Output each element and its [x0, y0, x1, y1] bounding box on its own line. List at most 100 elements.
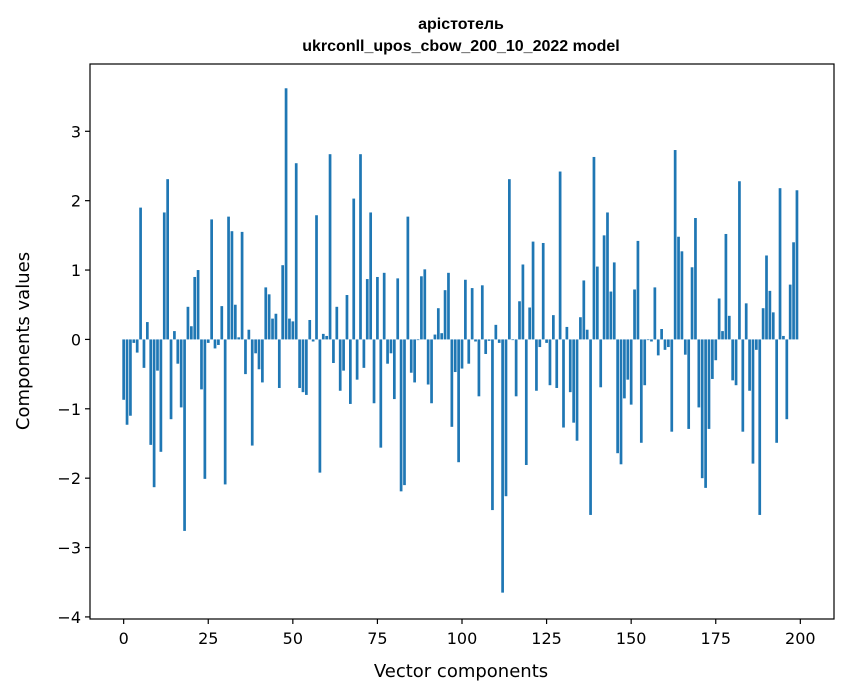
bar	[237, 337, 241, 340]
bar	[257, 339, 261, 370]
bar	[382, 272, 386, 340]
bar	[650, 339, 653, 342]
bar	[609, 291, 613, 340]
bar	[717, 298, 721, 340]
bar	[372, 339, 376, 404]
bar	[724, 233, 728, 340]
bar	[416, 339, 420, 341]
bar	[592, 156, 596, 340]
bar	[162, 212, 166, 340]
bar	[690, 267, 694, 340]
x-tick-label: 100	[447, 629, 478, 648]
y-tick-label: −2	[57, 469, 81, 488]
bar	[183, 339, 186, 531]
bar	[240, 231, 244, 340]
y-tick-label: −3	[57, 539, 81, 558]
bar	[440, 333, 444, 340]
bar	[741, 339, 745, 432]
bar	[680, 251, 684, 340]
bar	[795, 190, 799, 340]
bar	[186, 306, 190, 340]
x-tick-label: 25	[198, 629, 218, 648]
bar	[704, 339, 707, 488]
x-tick-label: 200	[785, 629, 816, 648]
bar	[602, 235, 606, 340]
bar	[156, 339, 159, 371]
x-axis-label: Vector components	[374, 661, 548, 682]
bar	[639, 339, 643, 443]
bar	[575, 339, 579, 441]
bar	[369, 212, 373, 340]
bar	[497, 339, 501, 343]
bar	[365, 279, 369, 340]
bar	[460, 339, 464, 369]
bar	[436, 308, 440, 340]
bar	[244, 339, 247, 375]
bar	[494, 324, 498, 340]
bar	[152, 339, 156, 488]
bar	[626, 339, 630, 380]
bar	[139, 207, 142, 340]
bar	[721, 331, 724, 340]
bar	[501, 339, 504, 593]
bar	[396, 278, 400, 340]
bar	[267, 294, 271, 340]
bar	[785, 339, 789, 420]
bar	[386, 339, 389, 364]
bar	[548, 339, 552, 386]
bar	[132, 339, 136, 343]
bar	[491, 339, 494, 511]
bar	[667, 339, 670, 348]
bar	[362, 339, 366, 368]
bar	[284, 88, 288, 340]
bar	[142, 339, 146, 368]
bar	[656, 339, 660, 356]
bar	[305, 339, 308, 395]
bar	[511, 339, 515, 341]
chart-subtitle: ukrconll_upos_cbow_200_10_2022 model	[302, 38, 619, 55]
bar	[173, 331, 176, 340]
bar	[264, 287, 268, 340]
bar	[616, 339, 619, 454]
bar	[277, 339, 281, 388]
bar	[731, 339, 735, 381]
bar	[646, 339, 650, 341]
y-axis-ticks: −4 −3 −2 −1 0 1 2 3	[57, 122, 90, 627]
bar	[159, 339, 163, 452]
y-tick-label: 2	[71, 192, 81, 211]
bar	[464, 279, 467, 340]
bar	[227, 216, 230, 340]
bar	[758, 339, 762, 515]
bar	[771, 312, 775, 340]
bar	[352, 198, 356, 340]
bar	[247, 329, 251, 340]
bar	[450, 339, 454, 427]
bar	[274, 313, 278, 340]
bar	[145, 322, 149, 340]
bar	[585, 329, 589, 340]
bars-group	[122, 88, 799, 593]
bar	[711, 339, 714, 379]
bar	[782, 335, 785, 340]
bar	[761, 308, 765, 340]
x-axis-ticks: 0 25 50 75 100 125 150 175 200	[119, 619, 816, 648]
bar	[518, 301, 521, 340]
bar	[697, 339, 701, 408]
bar	[744, 303, 748, 340]
bar	[568, 339, 572, 393]
bar	[484, 339, 488, 354]
bar	[420, 276, 423, 340]
bar	[792, 242, 795, 340]
bar	[633, 289, 636, 340]
bar	[623, 339, 626, 399]
bar	[727, 315, 731, 340]
bar	[254, 339, 257, 354]
bar	[430, 339, 433, 404]
bar	[406, 216, 410, 340]
bar	[288, 318, 291, 340]
bar	[308, 319, 312, 340]
bar	[558, 171, 562, 340]
bar	[335, 306, 339, 340]
bar	[298, 339, 301, 388]
